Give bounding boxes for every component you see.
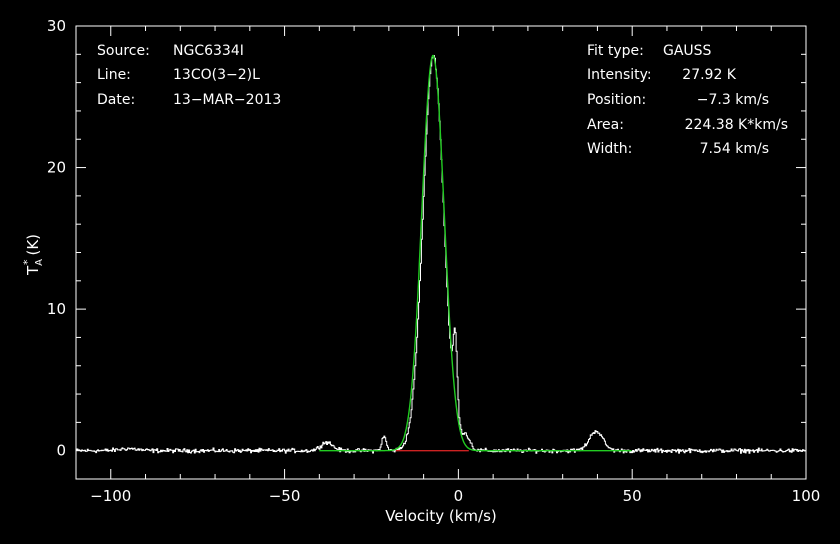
x-tick-label: 0 bbox=[454, 487, 464, 505]
plot-frame bbox=[75, 25, 807, 480]
width-label: Width: bbox=[587, 141, 632, 157]
gaussian-fit-line bbox=[319, 54, 632, 452]
axis-tick-labels: −100 −50 0 50 100 0 10 20 30 bbox=[47, 17, 820, 505]
line-value: 13CO(3−2)L bbox=[173, 67, 260, 83]
fit-info: Fit type: GAUSS Intensity: 27.92 K Posit… bbox=[587, 43, 788, 157]
position-value: −7.3 km/s bbox=[697, 92, 769, 108]
line-label: Line: bbox=[97, 67, 131, 83]
date-label: Date: bbox=[97, 92, 135, 108]
plot-lines bbox=[76, 54, 806, 454]
y-axis-label-sup: * bbox=[21, 259, 34, 265]
x-tick-label: −50 bbox=[269, 487, 301, 505]
x-axis-label: Velocity (km/s) bbox=[385, 507, 496, 525]
x-tick-label: 50 bbox=[623, 487, 642, 505]
source-value: NGC6334I bbox=[173, 43, 244, 59]
y-axis-label-main: T bbox=[24, 265, 42, 276]
y-axis-label-sub: A bbox=[34, 259, 45, 266]
intensity-label: Intensity: bbox=[587, 67, 652, 83]
x-tick-label: 100 bbox=[792, 487, 821, 505]
y-tick-label: 20 bbox=[47, 159, 66, 177]
source-label: Source: bbox=[97, 43, 150, 59]
source-info: Source: NGC6334I Line: 13CO(3−2)L Date: … bbox=[97, 43, 281, 108]
area-value: 224.38 K*km/s bbox=[685, 117, 788, 133]
x-tick-label: −100 bbox=[90, 487, 131, 505]
position-label: Position: bbox=[587, 92, 646, 108]
area-label: Area: bbox=[587, 117, 624, 133]
y-tick-label: 0 bbox=[56, 442, 66, 460]
y-axis-label: TA* (K) bbox=[21, 234, 45, 276]
y-axis-label-unit: (K) bbox=[24, 234, 42, 256]
date-value: 13−MAR−2013 bbox=[173, 92, 281, 108]
fit-type-label: Fit type: bbox=[587, 43, 644, 59]
svg-text:TA*(K): TA* (K) bbox=[21, 234, 45, 276]
width-value: 7.54 km/s bbox=[700, 141, 769, 157]
y-tick-label: 30 bbox=[47, 17, 66, 35]
fit-type-value: GAUSS bbox=[663, 43, 712, 59]
y-tick-label: 10 bbox=[47, 300, 66, 318]
intensity-value: 27.92 K bbox=[682, 67, 737, 83]
